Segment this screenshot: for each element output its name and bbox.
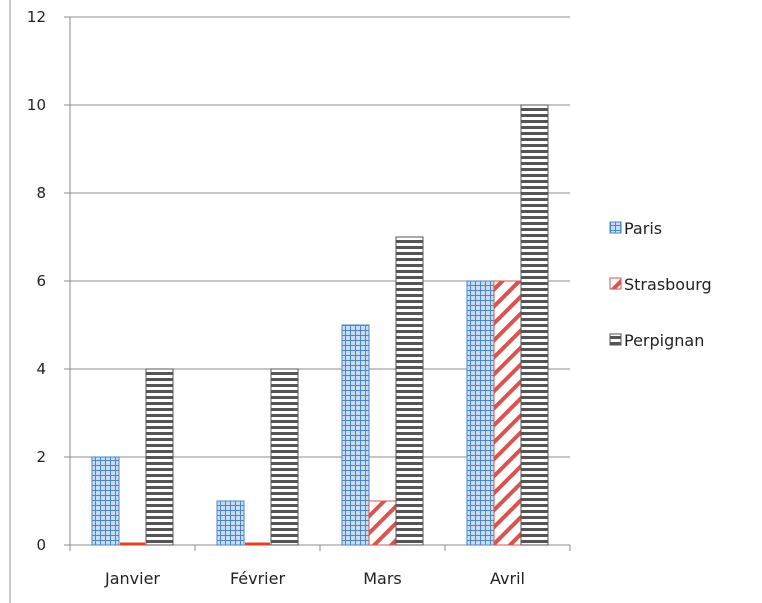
- legend-label-perpignan: Perpignan: [624, 331, 704, 350]
- x-category-label: Avril: [490, 569, 525, 588]
- x-category-label: Mars: [363, 569, 402, 588]
- bar-paris-0: [91, 456, 120, 546]
- y-tick-label: 4: [36, 360, 46, 378]
- bar-paris-2: [341, 324, 370, 546]
- x-category-label: Février: [230, 569, 286, 588]
- legend-swatch-paris: [609, 221, 622, 234]
- bar-perpignan-3: [520, 104, 549, 546]
- bar-paris-1: [216, 500, 245, 546]
- y-tick-label: 0: [36, 536, 46, 554]
- legend: Paris Strasbourg Perpignan: [609, 219, 712, 350]
- bar-strasbourg-3: [493, 280, 522, 546]
- bar-perpignan-0: [145, 368, 174, 546]
- legend-swatch-strasbourg: [609, 277, 622, 290]
- y-tick-label: 12: [27, 8, 46, 26]
- bars: [91, 104, 549, 546]
- legend-label-paris: Paris: [624, 219, 662, 238]
- bar-strasbourg-2: [368, 500, 397, 546]
- bar-perpignan-2: [395, 236, 424, 546]
- x-category-label: Janvier: [104, 569, 160, 588]
- y-tick-label: 2: [36, 448, 46, 466]
- legend-label-strasbourg: Strasbourg: [624, 275, 712, 294]
- x-axis-category-labels: Janvier Février Mars Avril: [104, 569, 525, 588]
- bar-paris-3: [466, 280, 495, 546]
- y-tick-label: 8: [36, 184, 46, 202]
- legend-swatch-perpignan: [609, 333, 622, 346]
- bar-perpignan-1: [270, 368, 299, 546]
- y-tick-label: 10: [27, 96, 46, 114]
- y-axis-tick-labels: 0 2 4 6 8 10 12: [27, 8, 46, 554]
- y-tick-label: 6: [36, 272, 46, 290]
